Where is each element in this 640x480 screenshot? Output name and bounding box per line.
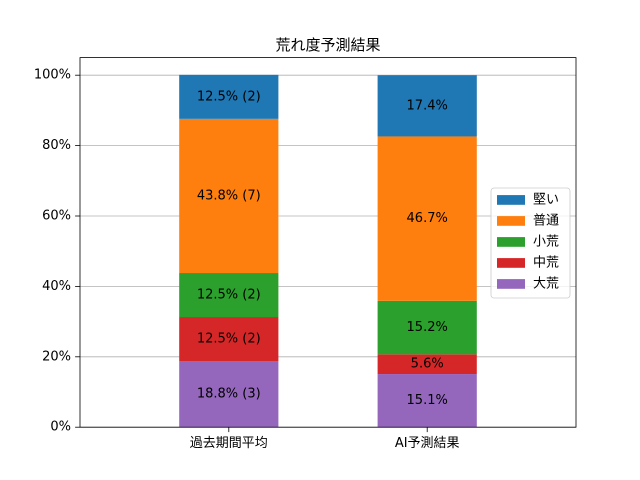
x-axis: 過去期間平均 AI予測結果	[190, 427, 460, 451]
legend-swatch	[497, 216, 525, 226]
axes-frame	[79, 57, 577, 428]
bar-segment	[377, 136, 477, 301]
y-tick-label: 0%	[50, 420, 71, 435]
bar-segment	[377, 75, 477, 137]
bar-segment	[377, 354, 477, 375]
bar-segment-label: 15.1%	[407, 393, 448, 408]
bar-segment-label: 12.5% (2)	[197, 89, 261, 104]
y-tick-label: 60%	[42, 209, 71, 224]
x-tick-label: AI予測結果	[395, 436, 460, 451]
bar-segment-label: 12.5% (2)	[197, 288, 261, 303]
legend-label: 普通	[533, 214, 559, 229]
bar-segment-label: 5.6%	[411, 357, 444, 372]
bar-segment	[377, 374, 477, 428]
bar-segment-label: 46.7%	[407, 211, 448, 226]
y-tick-label: 20%	[42, 349, 71, 364]
legend-swatch	[497, 258, 525, 268]
legend-swatch	[497, 279, 525, 289]
bar-segment	[377, 300, 477, 355]
bar-segment	[179, 317, 279, 362]
bar-segment	[179, 118, 279, 274]
x-tick-label: 過去期間平均	[190, 436, 268, 451]
chart-title: 荒れ度予測結果	[275, 36, 380, 54]
y-tick-label: 40%	[42, 279, 71, 294]
bar-segment-label: 15.2%	[407, 320, 448, 335]
bar-segment	[179, 361, 279, 428]
legend-label: 堅い	[533, 193, 559, 208]
bar-segment	[179, 74, 279, 119]
legend-label: 中荒	[533, 256, 559, 271]
bar-segment-label: 12.5% (2)	[197, 332, 261, 347]
y-tick-label: 80%	[42, 138, 71, 153]
bar-segment-labels: 18.8% (3) 12.5% (2) 12.5% (2) 43.8% (7) 12.5…	[197, 89, 448, 408]
legend-swatch	[497, 195, 525, 205]
bar-segment-label: 18.8% (3)	[197, 387, 261, 402]
y-axis: 0% 20% 40% 60% 80% 100%	[34, 68, 80, 435]
y-tick-label: 100%	[34, 68, 71, 83]
bar-segment-label: 17.4%	[407, 98, 448, 113]
legend-label: 大荒	[533, 277, 559, 292]
stacked-bars	[179, 74, 477, 428]
bar-segment-label: 43.8% (7)	[197, 188, 261, 203]
bar-segment	[179, 273, 279, 318]
legend-box	[490, 187, 571, 299]
legend-label: 小荒	[533, 235, 559, 250]
legend-swatch	[497, 237, 525, 247]
